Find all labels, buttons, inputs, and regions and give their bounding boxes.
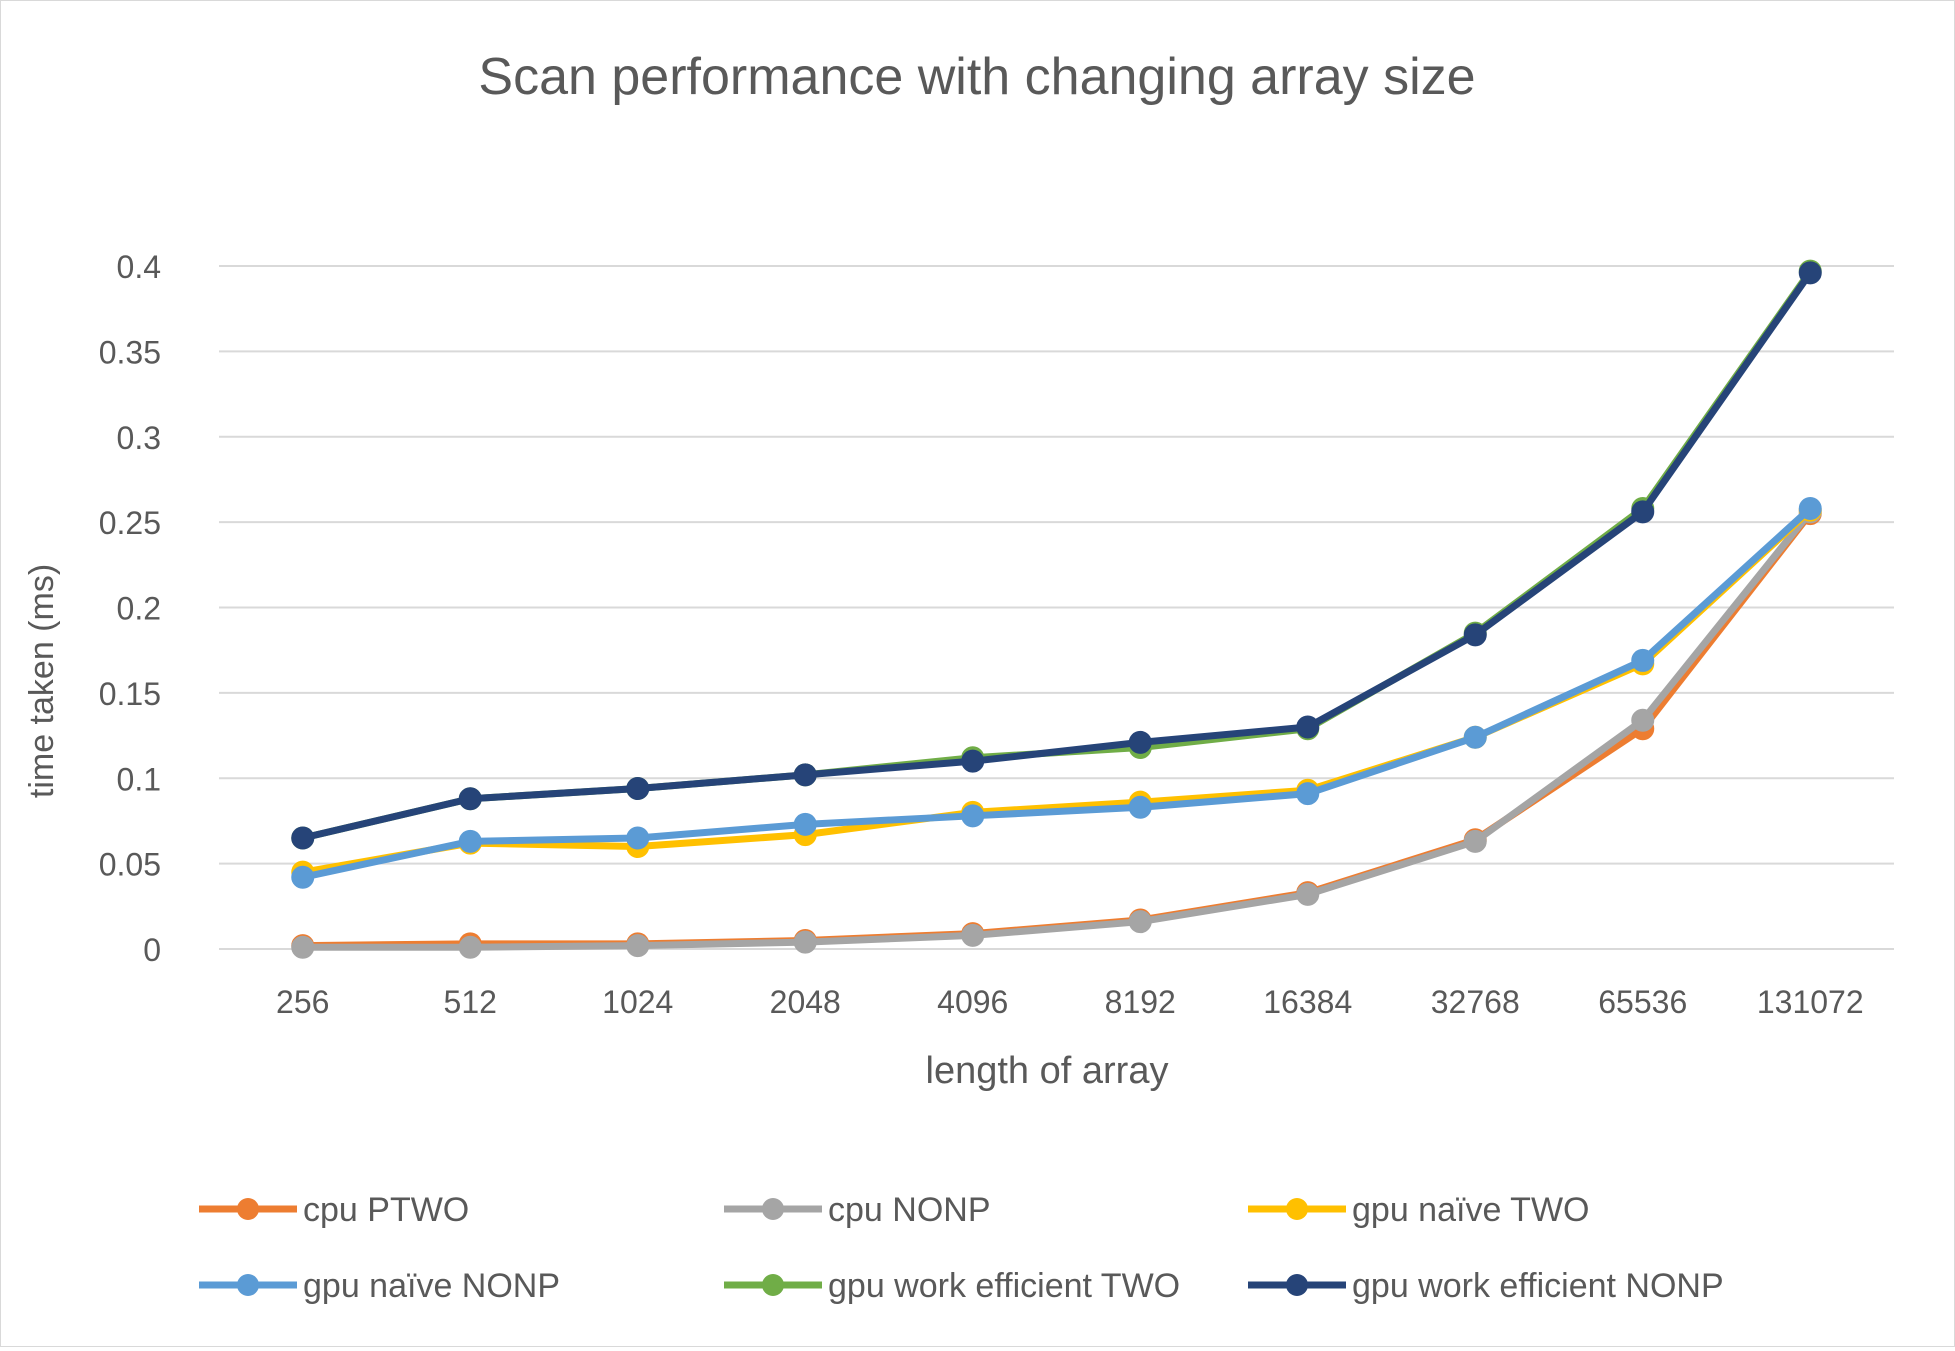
- y-tick-label: 0.2: [117, 591, 161, 627]
- legend-item: cpu PTWO: [199, 1191, 469, 1229]
- data-point: [961, 923, 985, 947]
- x-tick-label: 8192: [1105, 984, 1176, 1020]
- x-tick-label: 256: [276, 984, 329, 1020]
- data-point: [291, 826, 315, 850]
- series-line: [301, 270, 1814, 842]
- series-lines: [291, 259, 1822, 959]
- y-axis-label: time taken (ms): [23, 564, 61, 798]
- y-tick-label: 0.3: [117, 420, 161, 456]
- legend-swatch-marker: [237, 1198, 259, 1220]
- data-point: [1463, 725, 1487, 749]
- y-tick-label: 0.35: [99, 334, 161, 370]
- legend-swatch-marker: [1286, 1274, 1308, 1296]
- gridlines: [219, 265, 1894, 950]
- legend-label: cpu PTWO: [303, 1191, 469, 1229]
- legend-item: cpu NONP: [724, 1191, 991, 1229]
- data-point: [1631, 648, 1655, 672]
- legend-item: gpu work efficient TWO: [724, 1267, 1180, 1305]
- x-tick-label: 16384: [1263, 984, 1352, 1020]
- x-tick-label: 131072: [1757, 984, 1864, 1020]
- series-5: [291, 261, 1822, 850]
- data-point: [626, 934, 650, 958]
- legend-label: gpu work efficient TWO: [828, 1267, 1180, 1305]
- x-tick-label: 65536: [1598, 984, 1687, 1020]
- data-point: [1463, 623, 1487, 647]
- data-point: [1128, 730, 1152, 754]
- data-point: [961, 804, 985, 828]
- data-point: [1128, 795, 1152, 819]
- legend-label: gpu naïve NONP: [303, 1267, 560, 1305]
- data-point: [793, 812, 817, 836]
- x-axis-label: length of array: [926, 1050, 1169, 1092]
- data-point: [793, 763, 817, 787]
- data-point: [1631, 708, 1655, 732]
- data-point: [1128, 910, 1152, 934]
- data-point: [458, 829, 482, 853]
- data-point: [1296, 715, 1320, 739]
- legend-label: cpu NONP: [828, 1191, 991, 1229]
- data-point: [1631, 500, 1655, 524]
- legend-swatch-marker: [762, 1274, 784, 1296]
- data-point: [961, 749, 985, 773]
- series-0: [291, 502, 1822, 958]
- y-axis-ticks: 0 0.05 0.1 0.15 0.2 0.25 0.3 0.35 0.4: [99, 249, 161, 968]
- legend-swatch-marker: [1286, 1198, 1308, 1220]
- x-tick-label: 32768: [1431, 984, 1520, 1020]
- legend-swatch-marker: [762, 1198, 784, 1220]
- x-tick-label: 2048: [770, 984, 841, 1020]
- data-point: [1463, 829, 1487, 853]
- series-3: [291, 496, 1822, 889]
- chart-title: Scan performance with changing array siz…: [478, 48, 1475, 106]
- series-line: [302, 511, 1814, 950]
- legend-swatch-marker: [237, 1274, 259, 1296]
- series-2: [291, 498, 1822, 884]
- y-tick-label: 0.25: [99, 505, 161, 541]
- data-point: [458, 935, 482, 959]
- y-tick-label: 0.1: [117, 761, 161, 797]
- y-tick-label: 0.15: [99, 676, 161, 712]
- legend-label: gpu naïve TWO: [1352, 1191, 1590, 1229]
- data-point: [1296, 882, 1320, 906]
- legend-item: gpu work efficient NONP: [1248, 1267, 1724, 1305]
- y-tick-label: 0.05: [99, 847, 161, 883]
- data-point: [626, 776, 650, 800]
- data-point: [1798, 496, 1822, 520]
- data-point: [793, 930, 817, 954]
- x-tick-label: 1024: [602, 984, 673, 1020]
- series-line: [302, 509, 1813, 951]
- data-point: [291, 865, 315, 889]
- data-point: [458, 787, 482, 811]
- data-point: [1798, 261, 1822, 285]
- legend: cpu PTWO cpu NONP gpu naïve TWO gpu naïve N…: [199, 1191, 1724, 1305]
- data-point: [626, 826, 650, 850]
- data-point: [291, 935, 315, 959]
- series-1: [291, 500, 1822, 959]
- x-tick-label: 4096: [937, 984, 1008, 1020]
- series-line: [302, 505, 1813, 881]
- x-axis-ticks: 256 512 1024 2048 4096 8192 16384 32768 65536 131…: [276, 984, 1864, 1020]
- legend-item: gpu naïve TWO: [1248, 1191, 1590, 1229]
- data-point: [1296, 782, 1320, 806]
- y-tick-label: 0.4: [117, 249, 161, 285]
- x-tick-label: 512: [444, 984, 497, 1020]
- y-tick-label: 0: [143, 932, 161, 968]
- legend-item: gpu naïve NONP: [199, 1267, 560, 1305]
- legend-label: gpu work efficient NONP: [1352, 1267, 1724, 1305]
